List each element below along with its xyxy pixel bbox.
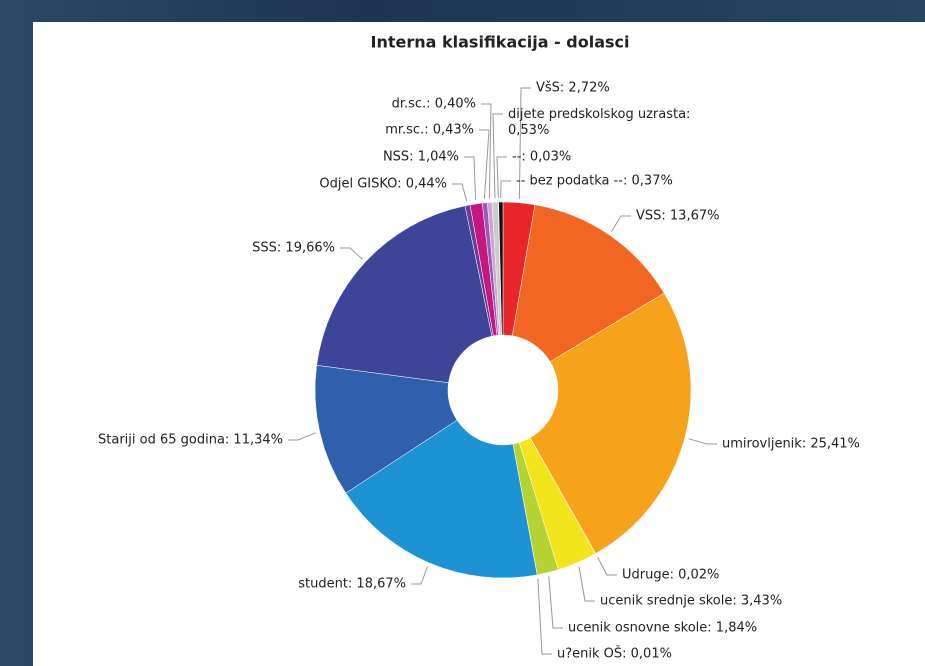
leader-line (496, 156, 507, 199)
leader-line (518, 87, 531, 199)
chart-title: Interna klasifikacija - dolasci (371, 33, 630, 52)
leader-line (548, 576, 563, 629)
leader-line (340, 247, 363, 260)
leader-line (492, 113, 503, 199)
data-label: --: 0,03% (512, 150, 571, 165)
data-label: dr.sc.: 0,40% (392, 97, 476, 112)
donut-slice (529, 292, 692, 554)
data-label: SSS: 19,66% (252, 241, 335, 256)
leader-line (411, 566, 428, 585)
data-label: u?enik OŠ: 0,01% (557, 646, 672, 662)
data-label: umirovljenik: 25,41% (722, 437, 860, 452)
data-label: VSS: 13,67% (636, 209, 719, 224)
leader-line (537, 578, 552, 655)
leader-line (288, 432, 316, 441)
data-label: Odjel GISKO: 0,44% (319, 177, 447, 192)
donut-slice (498, 201, 504, 336)
data-label: ucenik osnovne skole: 1,84% (568, 621, 757, 636)
leader-line (500, 180, 511, 199)
data-label: VšS: 2,72% (536, 81, 610, 96)
donut-slice (316, 205, 493, 384)
data-label: ucenik srednje skole: 3,43% (600, 594, 782, 609)
leader-line (688, 438, 717, 445)
data-label: Udruge: 0,02% (622, 568, 719, 583)
data-label: Stariji od 65 godina: 11,34% (98, 433, 283, 448)
data-label: NSS: 1,04% (383, 150, 459, 165)
leader-line (597, 556, 617, 576)
data-label: student: 18,67% (298, 577, 406, 592)
data-label: mr.sc.: 0,43% (385, 123, 474, 138)
data-label: dijete predskolskog uzrasta: 0,53% (508, 107, 690, 138)
donut-slice (345, 419, 538, 579)
donut-slice (314, 364, 458, 494)
data-label: -- bez podatka --: 0,37% (516, 174, 673, 189)
leader-line (578, 566, 595, 602)
leader-line (452, 183, 468, 202)
donut-slice (512, 204, 665, 363)
leader-line (464, 156, 477, 200)
leader-line (611, 215, 631, 232)
leader-line (481, 103, 492, 199)
leader-line (479, 129, 490, 199)
